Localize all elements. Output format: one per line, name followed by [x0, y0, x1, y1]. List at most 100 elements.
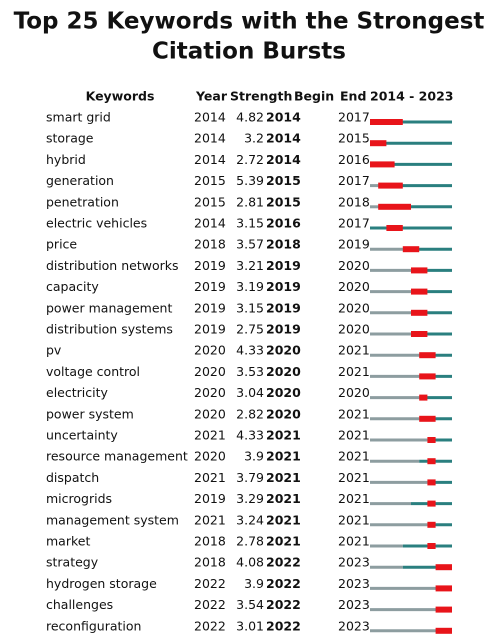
begin: 2015	[266, 194, 301, 209]
end: 2021	[338, 406, 370, 421]
burst-bar	[427, 500, 436, 507]
end: 2021	[338, 428, 370, 443]
year: 2020	[194, 385, 226, 400]
begin: 2022	[266, 618, 301, 633]
strength: 4.33	[236, 428, 264, 443]
burst-bar	[435, 564, 452, 571]
year: 2022	[194, 597, 226, 612]
end: 2021	[338, 343, 370, 358]
begin: 2021	[266, 512, 301, 527]
burst-bar	[370, 119, 403, 125]
keyword: electric vehicles	[46, 216, 147, 231]
begin: 2020	[266, 385, 301, 400]
end: 2016	[338, 152, 370, 167]
burst-bar	[427, 543, 436, 549]
strength: 3.21	[236, 258, 264, 273]
year: 2014	[194, 110, 226, 125]
begin: 2020	[266, 406, 301, 421]
begin: 2021	[266, 470, 301, 485]
header-begin: Begin	[294, 89, 334, 104]
keyword: electricity	[46, 385, 108, 400]
strength: 3.15	[236, 300, 264, 315]
year: 2019	[194, 322, 226, 337]
begin: 2022	[266, 555, 301, 570]
end: 2017	[338, 173, 370, 188]
keyword: pv	[46, 343, 62, 358]
burst-bar	[411, 331, 428, 337]
keyword: price	[46, 237, 77, 252]
keyword: distribution networks	[46, 258, 178, 273]
end: 2020	[338, 300, 370, 315]
year: 2018	[194, 237, 226, 252]
keyword: reconfiguration	[46, 618, 141, 633]
end: 2023	[338, 576, 370, 591]
year: 2015	[194, 173, 226, 188]
year: 2019	[194, 258, 226, 273]
burst-bar	[419, 394, 428, 401]
strength: 4.33	[236, 343, 264, 358]
strength: 3.2	[244, 131, 264, 146]
burst-bar	[435, 627, 452, 634]
burst-bar	[427, 479, 436, 486]
begin: 2019	[266, 258, 301, 273]
keyword: penetration	[46, 194, 119, 209]
header-keyword: Keywords	[86, 89, 155, 104]
year: 2014	[194, 152, 226, 167]
keyword: generation	[46, 173, 114, 188]
strength: 4.08	[236, 555, 264, 570]
begin: 2019	[266, 322, 301, 337]
burst-bar	[378, 203, 411, 210]
strength: 2.75	[236, 322, 264, 337]
burst-bar	[435, 585, 452, 592]
end: 2020	[338, 385, 370, 400]
end: 2023	[338, 597, 370, 612]
year: 2019	[194, 279, 226, 294]
burst-bar	[402, 246, 420, 253]
begin: 2021	[266, 449, 301, 464]
strength: 5.39	[236, 173, 264, 188]
end: 2021	[338, 449, 370, 464]
year: 2014	[194, 131, 226, 146]
year: 2021	[194, 512, 226, 527]
strength: 2.78	[236, 534, 264, 549]
strength: 3.01	[236, 618, 264, 633]
keyword: hydrogen storage	[46, 576, 157, 591]
strength: 3.53	[236, 364, 264, 379]
end: 2023	[338, 618, 370, 633]
burst-bar	[427, 521, 436, 528]
year: 2019	[194, 300, 226, 315]
end: 2020	[338, 258, 370, 273]
begin: 2014	[266, 110, 301, 125]
burst-bar	[427, 437, 436, 443]
burst-bar	[411, 288, 428, 295]
begin: 2022	[266, 597, 301, 612]
keyword: smart grid	[46, 110, 111, 125]
keyword: power system	[46, 406, 134, 421]
burst-bar	[370, 140, 387, 147]
begin: 2019	[266, 300, 301, 315]
year: 2022	[194, 576, 226, 591]
keyword: distribution systems	[46, 322, 173, 337]
end: 2021	[338, 534, 370, 549]
end: 2018	[338, 194, 370, 209]
keyword: dispatch	[46, 470, 99, 485]
begin: 2021	[266, 428, 301, 443]
begin: 2014	[266, 152, 301, 167]
end: 2015	[338, 131, 370, 146]
strength: 3.19	[236, 279, 264, 294]
burst-bar	[378, 182, 403, 189]
keyword: uncertainty	[46, 428, 118, 443]
end: 2020	[338, 279, 370, 294]
year: 2018	[194, 555, 226, 570]
burst-bar	[427, 458, 436, 465]
burst-bar	[419, 415, 436, 422]
year: 2020	[194, 364, 226, 379]
strength: 2.82	[236, 406, 264, 421]
begin: 2020	[266, 364, 301, 379]
keyword: resource management	[46, 449, 188, 464]
header-year: Year	[195, 89, 228, 104]
year: 2022	[194, 618, 226, 633]
begin: 2021	[266, 534, 301, 549]
